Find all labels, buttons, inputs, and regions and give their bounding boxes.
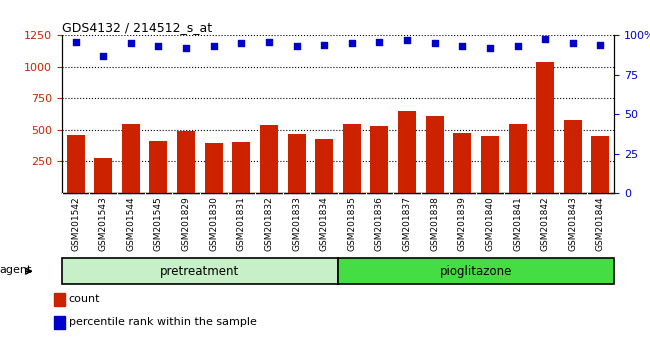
Text: GSM201837: GSM201837 xyxy=(402,196,411,251)
Point xyxy=(430,40,440,46)
Point xyxy=(153,44,164,49)
Point xyxy=(595,42,606,48)
Point xyxy=(540,36,551,41)
Text: agent: agent xyxy=(0,265,32,275)
Bar xyxy=(453,133,471,193)
Point xyxy=(125,40,136,46)
Text: GSM201842: GSM201842 xyxy=(541,196,550,251)
Bar xyxy=(338,258,614,284)
Point xyxy=(319,42,330,48)
Bar xyxy=(315,139,333,193)
Text: GSM201543: GSM201543 xyxy=(99,196,108,251)
Point xyxy=(291,44,302,49)
Bar xyxy=(287,134,306,193)
Bar xyxy=(122,124,140,193)
Bar xyxy=(62,258,338,284)
Text: GSM201831: GSM201831 xyxy=(237,196,246,251)
Point xyxy=(457,44,467,49)
Text: GSM201834: GSM201834 xyxy=(320,196,329,251)
Bar xyxy=(398,111,416,193)
Point xyxy=(236,40,246,46)
Point xyxy=(512,44,523,49)
Bar xyxy=(536,62,554,193)
Bar xyxy=(508,124,526,193)
Text: GSM201835: GSM201835 xyxy=(347,196,356,251)
Point xyxy=(567,40,578,46)
Bar xyxy=(150,141,168,193)
Text: GSM201838: GSM201838 xyxy=(430,196,439,251)
Point xyxy=(181,45,191,51)
Bar xyxy=(177,131,195,193)
Bar xyxy=(481,136,499,193)
Text: GSM201836: GSM201836 xyxy=(375,196,384,251)
Bar xyxy=(55,316,64,329)
Text: GSM201829: GSM201829 xyxy=(181,196,190,251)
Text: GSM201545: GSM201545 xyxy=(154,196,163,251)
Text: GSM201832: GSM201832 xyxy=(265,196,274,251)
Bar xyxy=(55,293,64,306)
Bar xyxy=(343,124,361,193)
Text: GSM201841: GSM201841 xyxy=(513,196,522,251)
Text: GSM201833: GSM201833 xyxy=(292,196,301,251)
Text: GSM201542: GSM201542 xyxy=(71,196,80,251)
Bar xyxy=(426,116,444,193)
Text: GSM201844: GSM201844 xyxy=(596,196,605,251)
Bar xyxy=(66,135,84,193)
Text: GDS4132 / 214512_s_at: GDS4132 / 214512_s_at xyxy=(62,21,212,34)
Point xyxy=(402,37,412,43)
Text: GSM201544: GSM201544 xyxy=(126,196,135,251)
Text: GSM201840: GSM201840 xyxy=(486,196,495,251)
Text: pretreatment: pretreatment xyxy=(161,265,239,278)
Bar xyxy=(370,126,389,193)
Point xyxy=(70,39,81,45)
Bar xyxy=(205,143,223,193)
Bar xyxy=(592,136,610,193)
Bar xyxy=(260,125,278,193)
Text: percentile rank within the sample: percentile rank within the sample xyxy=(68,318,256,327)
Text: GSM201830: GSM201830 xyxy=(209,196,218,251)
Text: GSM201843: GSM201843 xyxy=(568,196,577,251)
Point xyxy=(374,39,385,45)
Point xyxy=(346,40,357,46)
Point xyxy=(209,44,219,49)
Text: pioglitazone: pioglitazone xyxy=(440,265,512,278)
Point xyxy=(98,53,109,59)
Bar xyxy=(564,120,582,193)
Text: GSM201839: GSM201839 xyxy=(458,196,467,251)
Point xyxy=(264,39,274,45)
Bar xyxy=(94,158,112,193)
Bar xyxy=(232,142,250,193)
Point xyxy=(485,45,495,51)
Text: count: count xyxy=(68,295,100,304)
